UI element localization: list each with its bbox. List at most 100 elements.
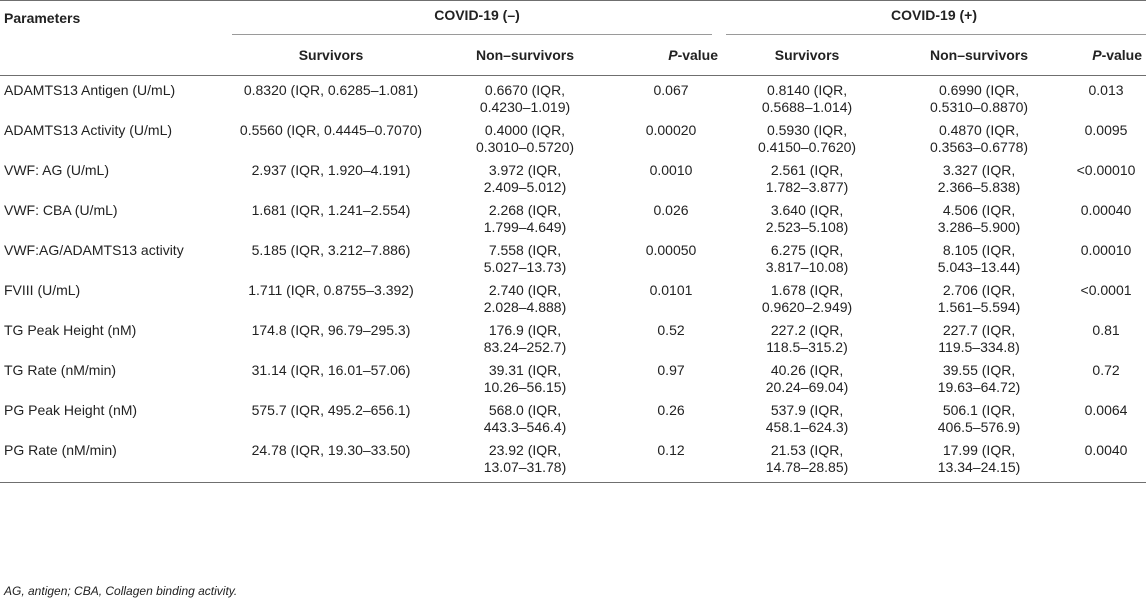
header-group-covid-positive: COVID-19 (+) [722,0,1146,36]
cell-parameter-line: ADAMTS13 Antigen (U/mL) [4,82,176,98]
table-row: TG Peak Height (nM) 174.8 (IQR, 96.79–295… [0,316,1146,356]
cell-pos-survivors-line: 458.1–624.3) [765,419,849,435]
cell-pos-survivors: 2.561 (IQR, 1.782–3.877) [722,156,892,196]
cell-neg-non-survivors-line: 0.4000 (IQR, [484,122,566,138]
cell-neg-p-value-line: 0.00050 [645,242,697,258]
cell-neg-p-value: 0.52 [620,316,722,356]
cell-pos-p-value: 0.00010 [1066,236,1146,276]
cell-neg-p-value: 0.026 [620,196,722,236]
table-row: PG Rate (nM/min) 24.78 (IQR, 19.30–33.50)… [0,436,1146,483]
cell-parameter: TG Rate (nM/min) [0,356,232,396]
cell-neg-non-survivors-line: 0.3010–0.5720) [475,139,575,155]
cell-pos-p-value: 0.0064 [1066,396,1146,436]
table-row: ADAMTS13 Activity (U/mL) 0.5560 (IQR, 0.4… [0,116,1146,156]
cell-neg-non-survivors-line: 7.558 (IQR, [488,242,562,258]
cell-neg-non-survivors-line: 2.740 (IQR, [488,282,562,298]
cell-neg-p-value-line: 0.0010 [649,162,693,178]
cell-parameter: VWF: AG (U/mL) [0,156,232,196]
cell-neg-non-survivors-line: 443.3–546.4) [483,419,567,435]
cell-neg-survivors-line: 1.711 (IQR, 0.8755–3.392) [248,282,414,298]
cell-pos-survivors: 0.8140 (IQR, 0.5688–1.014) [722,76,892,117]
cell-pos-p-value: 0.0040 [1066,436,1146,483]
cell-pos-non-survivors-line: 0.6990 (IQR, [938,82,1020,98]
cell-neg-survivors: 1.681 (IQR, 1.241–2.554) [232,196,430,236]
cell-neg-non-survivors-line: 2.028–4.888) [483,299,567,315]
cell-pos-survivors-line: 0.9620–2.949) [761,299,853,315]
cell-pos-survivors: 21.53 (IQR, 14.78–28.85) [722,436,893,483]
cell-pos-survivors: 3.640 (IQR, 2.523–5.108) [722,196,892,236]
cell-parameter-line: VWF:AG/ADAMTS13 activity [4,242,184,258]
header-pos-survivors: Survivors [722,35,893,76]
cell-pos-non-survivors-line: 0.4870 (IQR, [938,122,1020,138]
cell-neg-p-value-line: 0.0101 [649,282,693,298]
cell-parameter: PG Rate (nM/min) [0,436,232,483]
cell-pos-survivors: 6.275 (IQR, 3.817–10.08) [722,236,892,276]
cell-pos-p-value-line: 0.0095 [1084,122,1128,138]
cell-neg-survivors: 1.711 (IQR, 0.8755–3.392) [232,276,430,316]
cell-neg-p-value: 0.00050 [620,236,722,276]
cell-pos-p-value-line: 0.013 [1088,82,1124,98]
cell-neg-non-survivors-line: 3.972 (IQR, [488,162,562,178]
header-neg-non-survivors: Non–survivors [430,35,620,76]
cell-neg-p-value: 0.0101 [620,276,722,316]
cell-pos-survivors-line: 0.8140 (IQR, [766,82,848,98]
cell-neg-non-survivors-line: 13.07–31.78) [483,459,567,475]
p-suffix: -value [677,47,719,63]
cell-neg-non-survivors-line: 1.799–4.649) [483,219,567,235]
p-suffix: -value [1101,47,1143,63]
cell-neg-p-value-line: 0.52 [657,322,685,338]
cell-neg-survivors-line: 5.185 (IQR, 3.212–7.886) [251,242,411,258]
cell-pos-survivors-line: 2.523–5.108) [765,219,849,235]
cell-neg-survivors-line: 0.5560 (IQR, 0.4445–0.7070) [239,122,423,138]
cell-neg-p-value-line: 0.067 [653,82,689,98]
cell-parameter-line: TG Peak Height (nM) [4,322,137,338]
cell-pos-non-survivors-line: 406.5–576.9) [937,419,1021,435]
cell-parameter-line: VWF: CBA (U/mL) [4,202,118,218]
cell-pos-non-survivors: 0.4870 (IQR, 0.3563–0.6778) [892,116,1066,156]
cell-pos-survivors-line: 537.9 (IQR, [770,402,844,418]
cell-pos-non-survivors-line: 227.7 (IQR, [942,322,1016,338]
cell-neg-non-survivors-line: 0.4230–1.019) [479,99,571,115]
header-neg-survivors: Survivors [232,35,430,76]
cell-parameter-line: VWF: AG (U/mL) [4,162,109,178]
cell-pos-non-survivors: 8.105 (IQR, 5.043–13.44) [892,236,1066,276]
cell-pos-survivors: 227.2 (IQR, 118.5–315.2) [722,316,892,356]
cell-pos-non-survivors: 506.1 (IQR, 406.5–576.9) [892,396,1066,436]
cell-pos-non-survivors-line: 5.043–13.44) [937,259,1021,275]
header-pos-p-value: P-value [1066,35,1146,76]
cell-pos-non-survivors-line: 3.327 (IQR, [942,162,1016,178]
cell-pos-p-value-line: 0.00010 [1080,242,1132,258]
cell-pos-non-survivors: 2.706 (IQR, 1.561–5.594) [892,276,1066,316]
cell-pos-survivors-line: 20.24–69.04) [765,379,849,395]
cell-neg-non-survivors: 2.740 (IQR, 2.028–4.888) [430,276,620,316]
cell-neg-non-survivors: 0.6670 (IQR, 0.4230–1.019) [430,76,620,117]
table-row: VWF:AG/ADAMTS13 activity 5.185 (IQR, 3.21… [0,236,1146,276]
cell-parameter: FVIII (U/mL) [0,276,232,316]
table-row: VWF: AG (U/mL) 2.937 (IQR, 1.920–4.191) 3.… [0,156,1146,196]
header-parameters: Parameters [0,0,232,35]
cell-pos-survivors-line: 14.78–28.85) [765,459,849,475]
cell-pos-non-survivors-line: 119.5–334.8) [938,339,1020,355]
results-table-container: Parameters COVID-19 (–) COVID-19 (+) Sur… [0,0,1146,483]
cell-neg-survivors: 5.185 (IQR, 3.212–7.886) [232,236,430,276]
table-header: Parameters COVID-19 (–) COVID-19 (+) Sur… [0,0,1146,76]
cell-pos-non-survivors: 3.327 (IQR, 2.366–5.838) [892,156,1066,196]
cell-pos-p-value-line: 0.0064 [1084,402,1128,418]
p-italic: P [668,47,678,63]
cell-pos-survivors-line: 2.561 (IQR, [770,162,844,178]
header-group-covid-negative: COVID-19 (–) [232,0,723,36]
cell-neg-p-value: 0.00020 [620,116,722,156]
cell-pos-non-survivors-line: 4.506 (IQR, [942,202,1016,218]
cell-parameter: ADAMTS13 Antigen (U/mL) [0,76,232,117]
cell-pos-p-value: <0.00010 [1066,156,1146,196]
cell-pos-p-value: <0.0001 [1066,276,1146,316]
cell-neg-survivors-line: 575.7 (IQR, 495.2–656.1) [251,402,411,418]
cell-pos-p-value: 0.00040 [1066,196,1146,236]
p-italic: P [1092,47,1102,63]
cell-neg-non-survivors-line: 5.027–13.73) [483,259,567,275]
cell-neg-p-value-line: 0.26 [657,402,685,418]
cell-pos-p-value: 0.013 [1066,76,1146,117]
cell-neg-p-value: 0.067 [620,76,722,117]
cell-pos-survivors-line: 118.5–315.2) [766,339,848,355]
cell-neg-survivors-line: 0.8320 (IQR, 0.6285–1.081) [243,82,419,98]
